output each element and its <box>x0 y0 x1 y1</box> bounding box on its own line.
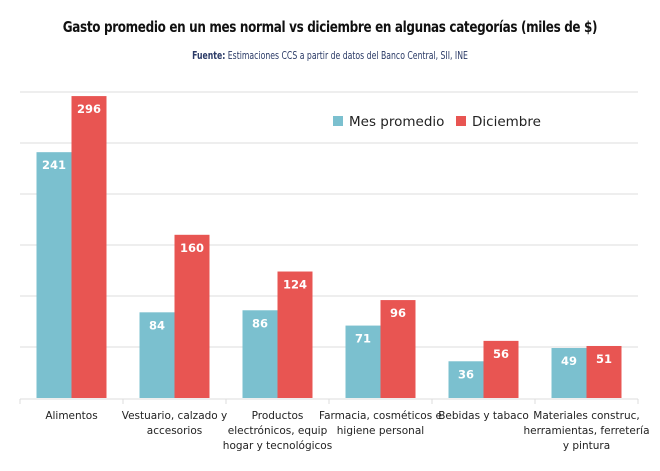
bar-diciembre <box>586 345 622 398</box>
x-tick-label: Productos electrónicos, equip hogar y tecn… <box>223 410 332 452</box>
x-tick-label: Farmacia, cosméticos e higiene personal <box>319 410 442 437</box>
bar-mes-promedio <box>36 152 72 398</box>
bar-diciembre <box>174 234 210 398</box>
data-labels: 241 84 86 71 36 49 296 160 124 96 56 51 <box>42 102 612 381</box>
data-label: 86 <box>252 316 268 330</box>
legend-swatch <box>456 116 466 126</box>
data-label: 160 <box>180 241 204 255</box>
bar-mes-promedio <box>551 348 587 398</box>
bar-diciembre <box>71 96 107 398</box>
data-label: 241 <box>42 158 66 172</box>
legend-label: Mes promedio <box>349 114 444 130</box>
chart-title: Gasto promedio en un mes normal vs dicie… <box>62 18 598 36</box>
data-label: 51 <box>596 352 612 366</box>
x-tick-label: Vestuario, calzado y accesorios <box>122 410 228 437</box>
bar-mes-promedio <box>242 310 278 398</box>
data-label: 96 <box>390 306 406 320</box>
x-axis: Alimentos Vestuario, calzado y accesoriosP… <box>19 398 650 452</box>
bar-mes-promedio <box>139 312 175 398</box>
legend-label: Diciembre <box>472 114 541 130</box>
data-label: 71 <box>355 332 371 346</box>
data-label: 56 <box>493 347 509 361</box>
data-label: 124 <box>283 278 307 292</box>
x-tick-label: Materiales construc, herramientas, ferret… <box>523 410 649 452</box>
data-label: 36 <box>458 367 474 381</box>
legend-item-mes-promedio: Mes promedio <box>333 114 444 130</box>
bar-mes-promedio <box>345 325 381 398</box>
data-label: 49 <box>561 354 577 368</box>
bar-mes-promedio <box>448 361 484 398</box>
x-tick-label: Alimentos <box>45 410 97 422</box>
bar-diciembre <box>277 271 313 398</box>
data-label: 84 <box>149 318 165 332</box>
bar-diciembre <box>380 300 416 398</box>
legend: Mes promedio Diciembre <box>333 114 541 130</box>
gridlines <box>20 91 638 348</box>
chart-source: Fuente: Estimaciones CCS a partir de dat… <box>59 50 600 62</box>
legend-item-diciembre: Diciembre <box>456 114 541 130</box>
bar-diciembre <box>483 340 519 398</box>
x-tick-label: Bebidas y tabaco <box>438 410 529 422</box>
data-label: 296 <box>77 102 101 116</box>
source-label: Fuente: <box>192 50 226 62</box>
legend-swatch <box>333 116 343 126</box>
source-text: Estimaciones CCS a partir de datos del B… <box>227 50 468 62</box>
bars <box>36 96 622 398</box>
